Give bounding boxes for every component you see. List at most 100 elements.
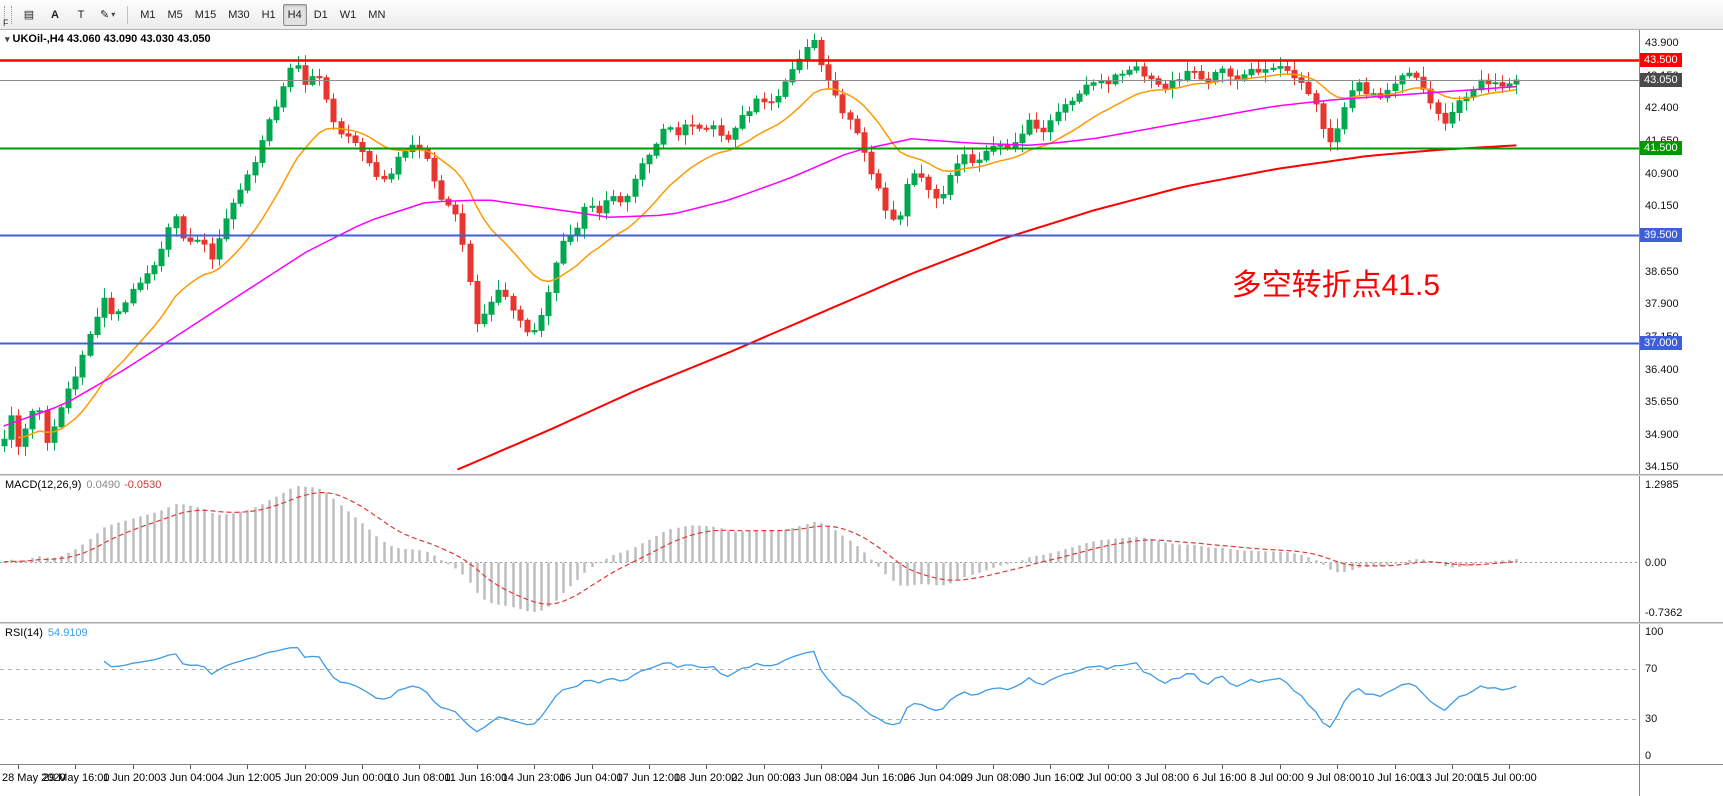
ma-fast-line[interactable] [17,73,1517,439]
time-tick [534,765,535,769]
chart-area: ▾ UKOil-,H4 43.060 43.090 43.030 43.050 多… [0,30,1723,796]
time-axis-label: 24 Jun 16:00 [845,772,910,784]
time-tick [936,765,937,769]
time-axis-label: 16 Jun 04:00 [559,772,623,784]
time-tick [1165,765,1166,769]
time-tick [190,765,191,769]
macd-axis-label: -0.7362 [1645,607,1683,619]
current-price-badge: 43.050 [1640,73,1682,88]
time-axis-label: 10 Jun 08:00 [387,772,451,784]
ma-mid-line[interactable] [3,85,1517,427]
toolbar: ▤ A T ✎ ▾ M1 M5 M15 M30 H1 H4 D1 W1 MN F [0,0,1723,30]
timeframe-button-m30[interactable]: M30 [223,4,254,26]
timeframe-buttons: M1 M5 M15 M30 H1 H4 D1 W1 MN [134,3,391,26]
time-axis-label: 18 Jun 20:00 [673,772,738,784]
text-label-button[interactable]: T [69,4,93,26]
pane-separator[interactable] [0,474,1723,476]
time-axis-label: 29 Jun 08:00 [960,772,1025,784]
time-axis-label: 2 Jul 00:00 [1078,772,1132,784]
macd-main-value: 0.0490 [86,479,121,491]
time-axis-label: 6 Jul 16:00 [1192,772,1247,784]
toolbar-separator [127,5,129,24]
time-axis-label: 30 Jun 16:00 [1017,772,1082,784]
toolbar-f-button[interactable]: F [3,18,9,28]
time-axis-label: 11 Jun 16:00 [444,772,508,784]
macd-title: MACD(12,26,9) 0.0490 -0.0530 [5,479,162,491]
price-axis-label: 40.900 [1645,167,1679,180]
timeframe-button-h4[interactable]: H4 [282,3,307,26]
timeframe-button-mn[interactable]: MN [363,4,390,26]
price-chart-canvas[interactable] [0,30,1640,474]
rsi-axis-label: 30 [1645,712,1658,725]
macd-axis-label: 0.00 [1645,556,1667,569]
drawing-tool-icon: ✎ [100,9,110,21]
macd-axis-label: 1.2985 [1645,479,1679,491]
rsi-axis-label: 0 [1645,750,1652,762]
macd-pane: MACD(12,26,9) 0.0490 -0.0530 1.2985 0.00 -0.… [0,476,1723,622]
rsi-axis[interactable]: 100 70 30 0 [1639,624,1723,764]
time-axis-label: 14 Jun 23:00 [501,772,566,784]
price-axis-label: 37.900 [1645,298,1679,311]
text-label-icon: T [77,8,85,21]
rsi-axis-label: 70 [1645,663,1658,676]
time-axis-label: 9 Jun 00:00 [332,772,390,784]
bear-candle-bodies [15,40,1506,447]
chart-window-button[interactable]: ▤ [17,4,41,26]
time-axis-label: 4 Jun 12:00 [217,772,276,784]
bull-candle-bodies [1,40,1520,447]
macd-signal-line [3,492,1517,605]
chevron-down-icon[interactable]: ▾ [111,10,116,19]
rsi-value: 54.9109 [47,627,88,639]
price-badge-39.500: 39.500 [1640,227,1682,242]
time-axis-label: 5 Jun 20:00 [275,772,333,784]
time-tick [878,765,879,769]
rsi-line [103,646,1517,733]
drawing-tool-button[interactable]: ✎ ▾ [95,4,120,26]
pane-separator[interactable] [0,622,1723,624]
time-axis[interactable]: 28 May 2020 29 May 16:00 1 Jun 20:00 3 Jun … [0,764,1723,796]
time-tick [592,765,593,769]
time-axis-label: 29 May 16:00 [42,772,110,784]
time-tick [75,765,76,769]
chart-text-annotation[interactable]: 多空转折点41.5 [1231,269,1441,303]
time-tick [1395,765,1396,769]
price-axis-label: 35.650 [1645,396,1679,409]
time-tick [305,765,306,769]
macd-chart-canvas[interactable] [0,476,1640,622]
timeframe-button-d1[interactable]: D1 [309,4,333,26]
price-axis-label: 43.900 [1645,37,1679,50]
time-tick [649,765,650,769]
toolbar-grip-handle[interactable] [4,5,12,24]
price-axis-label: 38.650 [1645,265,1679,278]
time-tick [477,765,478,769]
time-tick [1222,765,1223,769]
rsi-axis-label: 100 [1645,626,1664,638]
price-badge-37.000: 37.000 [1640,336,1682,351]
rsi-pane: RSI(14) 54.9109 100 70 30 0 [0,624,1723,764]
time-tick [1509,765,1510,769]
ma-slow-line[interactable] [457,144,1517,471]
timeframe-button-m1[interactable]: M1 [135,4,160,26]
chart-window-icon: ▤ [23,9,35,21]
price-axis-label: 34.900 [1645,428,1679,441]
timeframe-button-m5[interactable]: M5 [163,4,188,26]
timeframe-button-h1[interactable]: H1 [257,4,281,26]
timeframe-button-w1[interactable]: W1 [335,4,362,26]
macd-axis[interactable]: 1.2985 0.00 -0.7362 [1639,476,1723,622]
time-axis-label: 3 Jul 08:00 [1135,772,1190,784]
timeframe-button-m15[interactable]: M15 [190,4,221,26]
annotation-a-button[interactable]: A [43,4,67,26]
time-axis-label: 8 Jul 00:00 [1250,772,1304,784]
price-axis[interactable]: 43.90043.15042.40041.65040.90040.15039.4… [1639,30,1723,474]
time-tick [247,765,248,769]
bull-candle-wicks [4,33,1517,456]
rsi-chart-canvas[interactable] [0,624,1640,764]
chart-title: ▾ UKOil-,H4 43.060 43.090 43.030 43.050 [5,33,211,45]
time-axis-label: 13 Jul 20:00 [1419,772,1480,784]
time-tick [993,765,994,769]
time-axis-corner [1639,765,1723,796]
price-axis-label: 36.400 [1645,363,1679,376]
time-tick [1050,765,1051,769]
chart-title-marker-icon[interactable]: ▾ [5,34,10,44]
